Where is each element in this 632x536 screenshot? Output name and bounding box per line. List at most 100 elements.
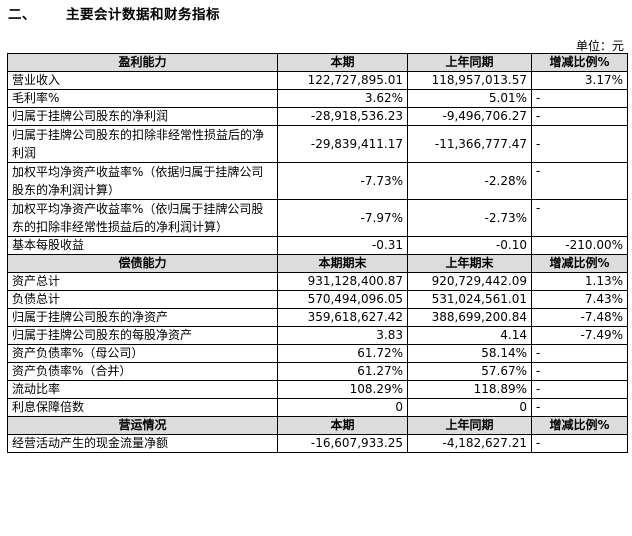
table-row: 资产负债率%（合并） 61.27% 57.67% - — [7, 362, 628, 381]
current-value: 61.27% — [277, 362, 408, 381]
section-number: 二、 — [8, 7, 36, 23]
prior-value: -2.73% — [407, 199, 532, 237]
current-value: -0.31 — [277, 236, 408, 255]
prior-value: -9,496,706.27 — [407, 107, 532, 126]
header-cell: 本期 — [277, 416, 408, 435]
table-row: 加权平均净资产收益率%（依据归属于挂牌公司股东的净利润计算） -7.73% -2… — [7, 162, 628, 200]
header-cell: 偿债能力 — [7, 254, 278, 273]
prior-value: 58.14% — [407, 344, 532, 363]
prior-value: -0.10 — [407, 236, 532, 255]
table-row: 资产负债率%（母公司） 61.72% 58.14% - — [7, 344, 628, 363]
table-row: 归属于挂牌公司股东的净资产 359,618,627.42 388,699,200… — [7, 308, 628, 327]
table-header-row: 偿债能力 本期期末 上年期末 增减比例% — [7, 254, 628, 273]
current-value: 0 — [277, 398, 408, 417]
prior-value: 531,024,561.01 — [407, 290, 532, 309]
section-heading: 二、 主要会计数据和财务指标 — [8, 3, 220, 25]
table-row: 毛利率% 3.62% 5.01% - — [7, 89, 628, 108]
header-cell: 增减比例% — [531, 416, 628, 435]
header-cell: 盈利能力 — [7, 53, 278, 72]
change-value: -210.00% — [531, 236, 628, 255]
table-row: 归属于挂牌公司股东的扣除非经常性损益后的净利润 -29,839,411.17 -… — [7, 125, 628, 163]
row-label: 营业收入 — [7, 71, 278, 90]
section-title: 主要会计数据和财务指标 — [66, 7, 220, 23]
header-cell: 上年同期 — [407, 53, 532, 72]
header-cell: 营运情况 — [7, 416, 278, 435]
row-label: 归属于挂牌公司股东的净资产 — [7, 308, 278, 327]
prior-value: 118.89% — [407, 380, 532, 399]
change-value: - — [531, 380, 628, 399]
change-value: 3.17% — [531, 71, 628, 90]
change-value: - — [531, 125, 628, 163]
row-label: 加权平均净资产收益率%（依归属于挂牌公司股东的扣除非经常性损益后的净利润计算） — [7, 199, 278, 237]
current-value: 122,727,895.01 — [277, 71, 408, 90]
row-label: 归属于挂牌公司股东的扣除非经常性损益后的净利润 — [7, 125, 278, 163]
row-label: 资产负债率%（合并） — [7, 362, 278, 381]
header-cell: 增减比例% — [531, 254, 628, 273]
row-label: 毛利率% — [7, 89, 278, 108]
prior-value: -4,182,627.21 — [407, 434, 532, 453]
table-row: 经营活动产生的现金流量净额 -16,607,933.25 -4,182,627.… — [7, 434, 628, 453]
table-row: 营业收入 122,727,895.01 118,957,013.57 3.17% — [7, 71, 628, 90]
table-row: 资产总计 931,128,400.87 920,729,442.09 1.13% — [7, 272, 628, 291]
prior-value: -11,366,777.47 — [407, 125, 532, 163]
row-label: 资产总计 — [7, 272, 278, 291]
financial-indicators-table: 盈利能力 本期 上年同期 增减比例% 营业收入 122,727,895.01 1… — [7, 53, 628, 453]
change-value: - — [531, 107, 628, 126]
row-label: 归属于挂牌公司股东的净利润 — [7, 107, 278, 126]
table-row: 基本每股收益 -0.31 -0.10 -210.00% — [7, 236, 628, 255]
row-label: 负债总计 — [7, 290, 278, 309]
current-value: 61.72% — [277, 344, 408, 363]
change-value: - — [531, 344, 628, 363]
row-label: 经营活动产生的现金流量净额 — [7, 434, 278, 453]
prior-value: -2.28% — [407, 162, 532, 200]
prior-value: 0 — [407, 398, 532, 417]
change-value: 7.43% — [531, 290, 628, 309]
table-header-row: 盈利能力 本期 上年同期 增减比例% — [7, 53, 628, 72]
change-value: -7.48% — [531, 308, 628, 327]
table-row: 利息保障倍数 0 0 - — [7, 398, 628, 417]
change-value: 1.13% — [531, 272, 628, 291]
current-value: 3.83 — [277, 326, 408, 345]
row-label: 归属于挂牌公司股东的每股净资产 — [7, 326, 278, 345]
change-value: - — [531, 162, 628, 200]
change-value: - — [531, 199, 628, 237]
current-value: 931,128,400.87 — [277, 272, 408, 291]
prior-value: 118,957,013.57 — [407, 71, 532, 90]
row-label: 流动比率 — [7, 380, 278, 399]
header-cell: 上年期末 — [407, 254, 532, 273]
row-label: 加权平均净资产收益率%（依据归属于挂牌公司股东的净利润计算） — [7, 162, 278, 200]
prior-value: 388,699,200.84 — [407, 308, 532, 327]
current-value: -16,607,933.25 — [277, 434, 408, 453]
unit-label: 单位：元 — [575, 39, 624, 53]
row-label: 利息保障倍数 — [7, 398, 278, 417]
current-value: 570,494,096.05 — [277, 290, 408, 309]
header-cell: 本期期末 — [277, 254, 408, 273]
table-row: 加权平均净资产收益率%（依归属于挂牌公司股东的扣除非经常性损益后的净利润计算） … — [7, 199, 628, 237]
header-cell: 本期 — [277, 53, 408, 72]
change-value: - — [531, 434, 628, 453]
header-cell: 增减比例% — [531, 53, 628, 72]
prior-value: 920,729,442.09 — [407, 272, 532, 291]
current-value: 359,618,627.42 — [277, 308, 408, 327]
current-value: -28,918,536.23 — [277, 107, 408, 126]
prior-value: 4.14 — [407, 326, 532, 345]
current-value: -7.73% — [277, 162, 408, 200]
table-row: 归属于挂牌公司股东的净利润 -28,918,536.23 -9,496,706.… — [7, 107, 628, 126]
prior-value: 5.01% — [407, 89, 532, 108]
table-row: 流动比率 108.29% 118.89% - — [7, 380, 628, 399]
row-label: 基本每股收益 — [7, 236, 278, 255]
change-value: - — [531, 362, 628, 381]
table-row: 负债总计 570,494,096.05 531,024,561.01 7.43% — [7, 290, 628, 309]
header-cell: 上年同期 — [407, 416, 532, 435]
prior-value: 57.67% — [407, 362, 532, 381]
change-value: - — [531, 89, 628, 108]
change-value: -7.49% — [531, 326, 628, 345]
current-value: -7.97% — [277, 199, 408, 237]
current-value: 108.29% — [277, 380, 408, 399]
change-value: - — [531, 398, 628, 417]
row-label: 资产负债率%（母公司） — [7, 344, 278, 363]
current-value: 3.62% — [277, 89, 408, 108]
table-header-row: 营运情况 本期 上年同期 增减比例% — [7, 416, 628, 435]
current-value: -29,839,411.17 — [277, 125, 408, 163]
table-row: 归属于挂牌公司股东的每股净资产 3.83 4.14 -7.49% — [7, 326, 628, 345]
